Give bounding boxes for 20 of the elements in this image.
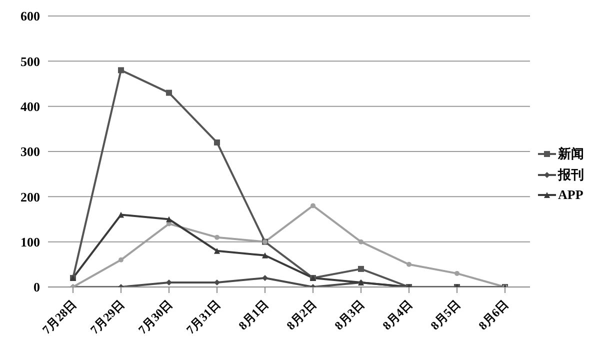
y-tick-label: 300 [20, 144, 40, 160]
y-tick-label: 200 [20, 189, 40, 204]
x-tick-label: 8月2日 [284, 297, 320, 333]
x-tick-label: 8月4日 [380, 297, 416, 333]
y-tick-label: 400 [20, 98, 40, 114]
y-tick-label: 500 [20, 54, 40, 69]
legend-label: APP [558, 186, 584, 202]
x-tick-label: 7月31日 [184, 297, 224, 337]
y-tick-label: 0 [34, 280, 40, 295]
x-tick-label: 7月30日 [136, 297, 176, 337]
legend-label: 新闻 [558, 144, 584, 162]
x-tick-label: 8月1日 [236, 297, 272, 333]
x-tick-label: 7月29日 [88, 297, 128, 337]
x-tick-label: 8月6日 [476, 297, 512, 333]
x-tick-label: 8月5日 [428, 297, 464, 333]
y-tick-label: 100 [20, 234, 40, 250]
legend-label: 报刊 [558, 166, 584, 184]
x-tick-label: 7月28日 [40, 297, 80, 337]
y-tick-label: 600 [20, 8, 40, 24]
x-tick-label: 8月3日 [332, 297, 368, 333]
